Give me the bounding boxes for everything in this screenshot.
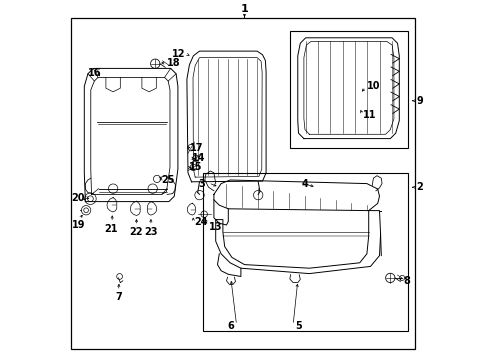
- Text: 15: 15: [188, 162, 202, 172]
- Bar: [289, 31, 407, 148]
- Bar: [203, 173, 407, 331]
- Text: 5: 5: [294, 321, 301, 331]
- Text: 4: 4: [302, 179, 308, 189]
- Text: 10: 10: [366, 81, 380, 91]
- Text: 12: 12: [171, 49, 185, 59]
- Text: 24: 24: [194, 217, 207, 228]
- Text: 19: 19: [72, 220, 85, 230]
- Text: 8: 8: [402, 276, 409, 286]
- Text: 6: 6: [226, 321, 233, 331]
- Text: 14: 14: [192, 153, 205, 163]
- Text: 17: 17: [189, 143, 203, 153]
- Text: 13: 13: [208, 222, 222, 232]
- Text: 3: 3: [198, 179, 204, 189]
- Text: 20: 20: [71, 193, 85, 203]
- Text: 25: 25: [162, 175, 175, 185]
- Text: 16: 16: [88, 68, 102, 78]
- Text: 22: 22: [129, 227, 143, 237]
- Text: 18: 18: [167, 58, 181, 68]
- Text: 23: 23: [144, 227, 157, 237]
- Text: 11: 11: [363, 110, 376, 120]
- Text: 7: 7: [115, 292, 122, 302]
- Text: 9: 9: [416, 96, 423, 106]
- Text: 21: 21: [104, 224, 118, 234]
- Text: 2: 2: [416, 182, 423, 192]
- Text: 1: 1: [240, 4, 248, 14]
